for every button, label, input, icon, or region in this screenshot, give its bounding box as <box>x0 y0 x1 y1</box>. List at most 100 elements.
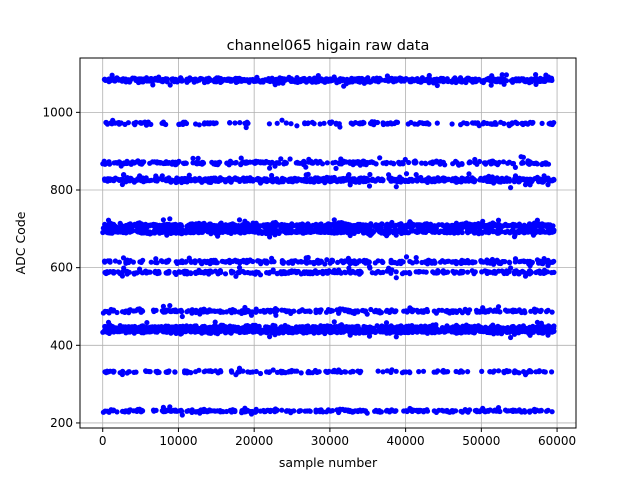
scatter-point <box>252 271 258 277</box>
scatter-point <box>272 163 278 169</box>
scatter-point <box>528 78 534 84</box>
scatter-point <box>242 120 248 126</box>
scatter-point <box>341 77 347 83</box>
scatter-point <box>424 258 431 264</box>
scatter-point <box>121 172 127 178</box>
scatter-point <box>380 259 386 265</box>
scatter-point <box>160 217 166 223</box>
scatter-point <box>549 309 555 315</box>
scatter-point <box>207 268 213 274</box>
scatter-point <box>470 260 476 266</box>
scatter-point <box>331 319 337 325</box>
scatter-point <box>520 223 527 229</box>
scatter-point <box>212 78 218 84</box>
scatter-point <box>527 222 533 228</box>
scatter-point <box>508 78 514 84</box>
scatter-point <box>463 260 469 266</box>
scatter-point <box>152 228 158 234</box>
scatter-point <box>264 77 271 83</box>
scatter-point <box>298 258 304 265</box>
scatter-point <box>341 259 347 265</box>
scatter-point <box>406 177 412 183</box>
scatter-point <box>471 230 477 236</box>
scatter-point <box>390 308 396 314</box>
scatter-point <box>266 121 272 127</box>
scatter-point <box>257 272 264 278</box>
scatter-point <box>263 260 269 266</box>
scatter-point <box>109 121 115 127</box>
scatter-point <box>225 160 231 166</box>
scatter-point <box>190 155 196 161</box>
scatter-point <box>164 270 170 276</box>
scatter-point <box>198 269 204 275</box>
scatter-point <box>355 221 361 227</box>
scatter-point <box>400 259 406 265</box>
scatter-point <box>293 160 299 166</box>
scatter-point <box>123 160 129 167</box>
scatter-point <box>283 160 289 166</box>
scatter-point <box>514 120 520 127</box>
scatter-point <box>130 259 136 265</box>
scatter-point <box>288 269 294 275</box>
scatter-point <box>313 307 319 313</box>
scatter-point <box>236 217 243 223</box>
scatter-point <box>160 77 166 83</box>
scatter-point <box>117 271 123 277</box>
scatter-point <box>338 161 345 167</box>
scatter-point <box>317 121 323 127</box>
scatter-point <box>257 159 263 166</box>
scatter-point <box>255 258 261 264</box>
scatter-point <box>288 76 295 82</box>
data-band <box>101 171 557 191</box>
scatter-point <box>506 176 512 182</box>
scatter-point <box>338 156 344 162</box>
scatter-point <box>364 175 370 182</box>
scatter-point <box>375 268 381 275</box>
data-band <box>101 72 555 89</box>
scatter-point <box>232 222 238 228</box>
scatter-point <box>402 156 408 163</box>
scatter-point <box>286 223 293 229</box>
scatter-point <box>232 120 238 126</box>
scatter-point <box>193 270 199 276</box>
scatter-point <box>358 227 364 233</box>
scatter-point <box>379 221 385 227</box>
scatter-point <box>270 267 276 273</box>
scatter-point <box>522 182 529 188</box>
scatter-point <box>278 179 284 185</box>
scatter-point <box>508 185 514 191</box>
scatter-point <box>352 228 358 234</box>
scatter-point <box>496 268 502 274</box>
scatter-point <box>453 259 459 265</box>
scatter-point <box>193 307 199 313</box>
scatter-point <box>213 120 219 126</box>
scatter-point <box>381 120 387 127</box>
scatter-point <box>495 162 501 168</box>
scatter-point <box>454 228 460 234</box>
scatter-point <box>452 75 458 81</box>
scatter-point <box>460 176 466 182</box>
scatter-point <box>186 172 192 178</box>
scatter-point <box>123 308 129 315</box>
scatter-point <box>366 183 373 189</box>
scatter-point <box>121 78 127 84</box>
scatter-point <box>286 176 292 182</box>
scatter-point <box>123 260 129 266</box>
scatter-point <box>351 223 357 229</box>
scatter-point <box>305 120 311 126</box>
scatter-point <box>309 119 315 125</box>
scatter-point <box>237 120 243 126</box>
scatter-point <box>490 229 496 235</box>
scatter-point <box>406 307 412 314</box>
scatter-point <box>501 76 507 82</box>
scatter-point <box>391 120 397 127</box>
scatter-point <box>537 308 544 315</box>
scatter-point <box>326 228 332 234</box>
scatter-point <box>393 176 399 182</box>
scatter-point <box>307 179 313 185</box>
scatter-point <box>153 307 159 313</box>
scatter-point <box>506 159 512 165</box>
scatter-point <box>430 228 436 234</box>
scatter-point <box>299 307 305 313</box>
